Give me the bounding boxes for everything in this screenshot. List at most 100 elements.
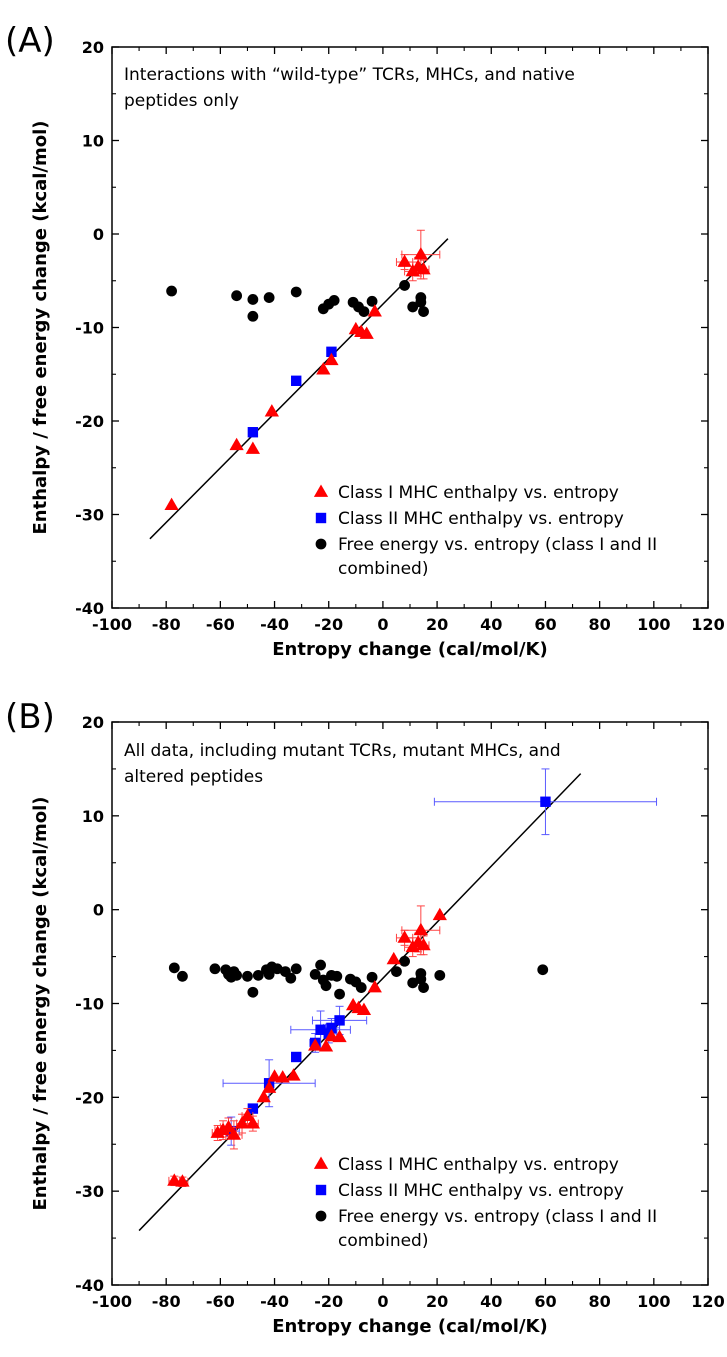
y-tick-label: -20 bbox=[75, 412, 104, 431]
x-tick-label: 80 bbox=[589, 1292, 611, 1311]
y-axis-title: Enthalpy / free energy change (kcal/mol) bbox=[30, 796, 51, 1210]
x-tick-label: 100 bbox=[637, 615, 670, 634]
x-tick-label: -20 bbox=[314, 615, 343, 634]
y-tick-label: 20 bbox=[82, 713, 104, 732]
data-point-circle bbox=[399, 280, 410, 291]
legend: Class I MHC enthalpy vs. entropy Class II… bbox=[313, 483, 657, 579]
data-point-triangle bbox=[356, 1002, 372, 1015]
x-tick-label: -40 bbox=[260, 615, 289, 634]
data-point-circle bbox=[334, 988, 345, 1000]
fit-line bbox=[149, 238, 449, 540]
legend-marker-circle bbox=[315, 1210, 327, 1222]
x-tick-label: 40 bbox=[480, 1292, 502, 1311]
data-point-triangle bbox=[332, 1029, 347, 1043]
data-point-triangle bbox=[262, 1080, 277, 1093]
y-axis-title: Enthalpy / free energy change (kcal/mol) bbox=[30, 120, 51, 534]
data-point-triangle bbox=[229, 437, 244, 451]
x-axis-title: Entropy change (cal/mol/K) bbox=[272, 1316, 547, 1337]
y-tick-label: -10 bbox=[75, 995, 104, 1014]
panel-letter: (A) bbox=[5, 21, 55, 61]
data-point-circle bbox=[247, 986, 259, 998]
panel-letter: (B) bbox=[5, 697, 55, 737]
data-point-circle bbox=[177, 970, 188, 982]
data-point-circle bbox=[366, 971, 378, 983]
x-tick-label: 80 bbox=[589, 615, 611, 634]
y-tick-label: -30 bbox=[75, 1182, 104, 1201]
data-point-triangle bbox=[432, 907, 447, 921]
x-tick-label: -100 bbox=[92, 1292, 132, 1311]
data-point-triangle bbox=[221, 1119, 236, 1133]
data-point-circle bbox=[168, 962, 180, 974]
chart-panel-a: (A)-100 -80 -60 -40 -20 0 20 40 60 80 100 120-40-30… bbox=[5, 21, 725, 660]
legend-marker-square bbox=[315, 512, 327, 524]
fit-line bbox=[138, 773, 582, 1232]
data-point-square bbox=[540, 796, 551, 807]
data-point-triangle bbox=[275, 1070, 290, 1083]
data-point-circle bbox=[252, 969, 264, 981]
series-circle bbox=[166, 280, 429, 322]
legend-label-line: Free energy vs. entropy (class I and II bbox=[338, 1207, 657, 1227]
annotation-line: peptides only bbox=[124, 91, 239, 111]
data-point-circle bbox=[309, 969, 321, 980]
data-point-triangle bbox=[318, 1039, 334, 1052]
x-tick-label: 0 bbox=[377, 615, 388, 634]
x-tick-label: -80 bbox=[152, 615, 181, 634]
x-tick-label: 120 bbox=[691, 615, 724, 634]
data-point-circle bbox=[331, 970, 343, 982]
data-point-triangle bbox=[367, 980, 382, 993]
data-point-circle bbox=[271, 963, 283, 975]
data-point-square bbox=[291, 375, 302, 386]
data-point-circle bbox=[355, 982, 367, 993]
series-square bbox=[222, 768, 658, 1146]
x-tick-label: 20 bbox=[426, 1292, 448, 1311]
data-point-triangle bbox=[324, 352, 339, 366]
legend-label-line: Free energy vs. entropy (class I and II bbox=[338, 535, 657, 555]
data-point-triangle bbox=[245, 1116, 260, 1129]
y-tick-label: -30 bbox=[75, 506, 104, 525]
data-point-circle bbox=[399, 955, 410, 967]
x-tick-label: -60 bbox=[206, 615, 235, 634]
data-point-square bbox=[247, 427, 259, 438]
data-point-circle bbox=[391, 966, 402, 977]
data-point-square bbox=[326, 1022, 337, 1034]
y-tick-label: -20 bbox=[75, 1088, 104, 1107]
x-axis-title: Entropy change (cal/mol/K) bbox=[272, 639, 547, 660]
legend-label: Class II MHC enthalpy vs. entropy bbox=[338, 509, 624, 529]
legend: Class I MHC enthalpy vs. entropy Class II… bbox=[313, 1155, 657, 1251]
x-tick-label: 0 bbox=[377, 1292, 388, 1311]
data-point-triangle bbox=[175, 1174, 190, 1187]
series-triangle bbox=[164, 229, 441, 511]
legend-marker-triangle bbox=[313, 1156, 329, 1169]
x-tick-label: -20 bbox=[314, 1292, 343, 1311]
data-point-triangle bbox=[245, 441, 260, 454]
x-tick-label: 100 bbox=[637, 1292, 670, 1311]
data-point-circle bbox=[315, 959, 326, 971]
data-point-circle bbox=[418, 306, 429, 318]
data-point-square bbox=[323, 1028, 334, 1039]
data-point-circle bbox=[358, 306, 370, 318]
chart-panel-b: (B)-100 -80 -60 -40 -20 0 20 40 60 80 100 120-40-30… bbox=[5, 697, 725, 1337]
x-tick-label: 40 bbox=[480, 615, 502, 634]
x-tick-label: -40 bbox=[260, 1292, 289, 1311]
legend-label: Class II MHC enthalpy vs. entropy bbox=[338, 1181, 624, 1201]
data-point-triangle bbox=[286, 1068, 301, 1081]
data-point-circle bbox=[415, 296, 427, 308]
legend-label: Free energy vs. entropy (class I and II c… bbox=[338, 535, 657, 579]
data-point-circle bbox=[247, 310, 259, 322]
series-triangle bbox=[167, 905, 447, 1187]
x-tick-label: -100 bbox=[92, 615, 132, 634]
legend-marker-circle bbox=[315, 538, 327, 550]
data-point-circle bbox=[407, 301, 419, 313]
data-point-circle bbox=[366, 295, 378, 307]
data-point-triangle bbox=[416, 262, 431, 275]
data-point-circle bbox=[247, 294, 259, 305]
y-tick-label: -10 bbox=[75, 319, 104, 338]
data-point-triangle bbox=[264, 404, 279, 417]
y-tick-label: -40 bbox=[75, 599, 104, 618]
annotation-line: All data, including mutant TCRs, mutant … bbox=[124, 741, 561, 761]
data-point-circle bbox=[231, 969, 243, 981]
y-tick-label: 0 bbox=[93, 901, 104, 920]
data-point-triangle bbox=[359, 326, 374, 339]
data-point-square bbox=[334, 1015, 345, 1026]
data-point-triangle bbox=[234, 1116, 250, 1129]
